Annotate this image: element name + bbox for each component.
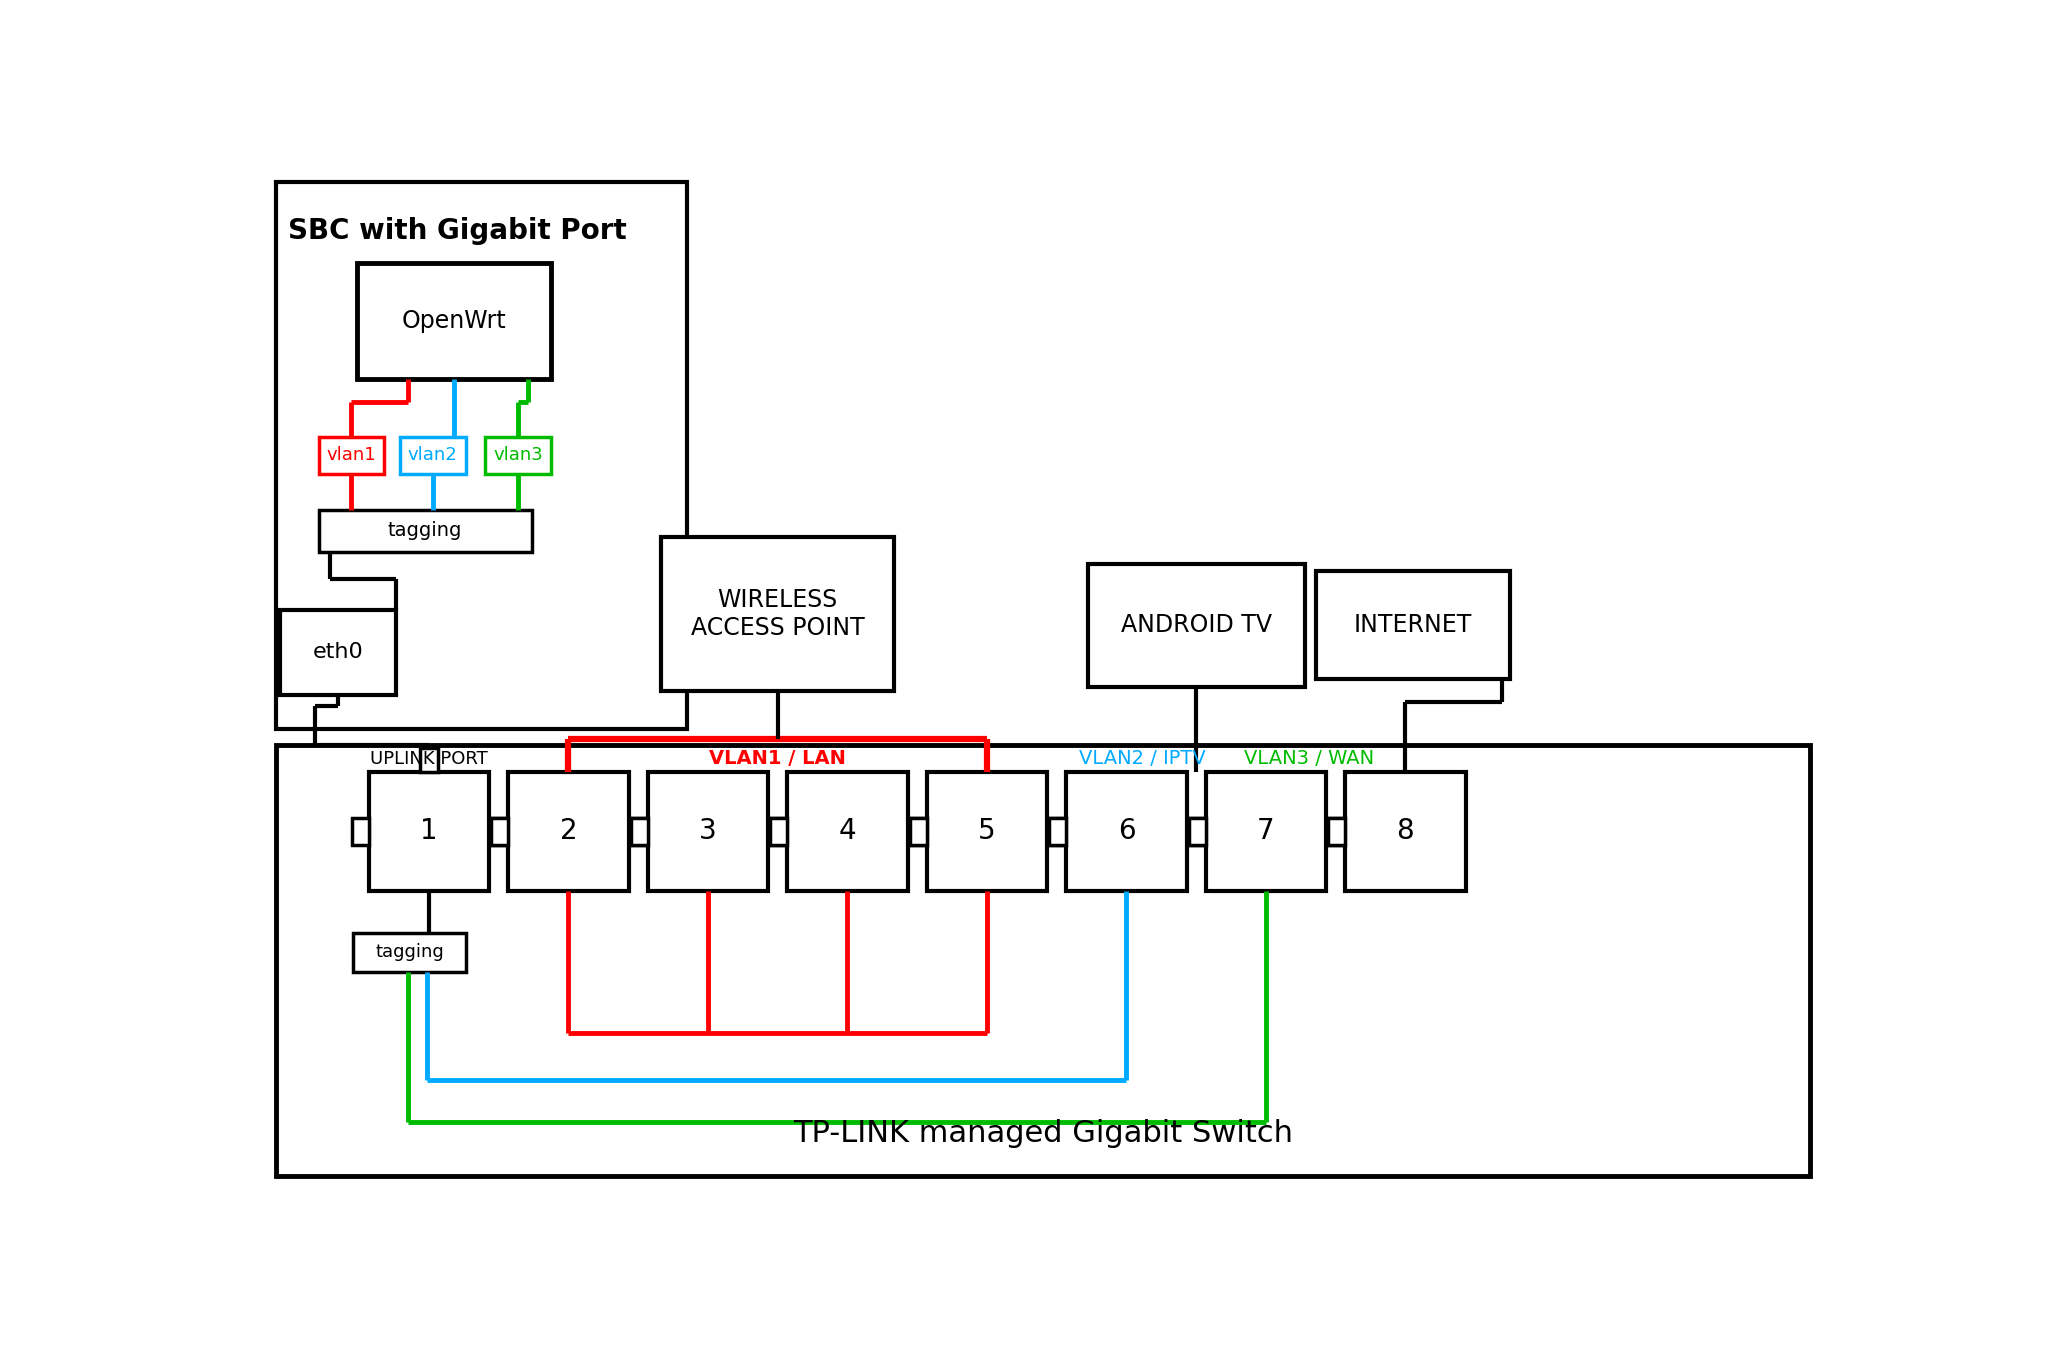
Bar [767, 817, 786, 845]
Text: 5: 5 [979, 817, 995, 845]
Text: 4: 4 [839, 817, 856, 845]
Bar [275, 182, 687, 729]
Text: vlan1: vlan1 [326, 446, 376, 464]
Bar [1315, 571, 1510, 679]
Text: ANDROID TV: ANDROID TV [1120, 613, 1272, 638]
Bar [490, 817, 509, 845]
Text: UPLINK PORT: UPLINK PORT [369, 749, 488, 767]
Text: tagging: tagging [376, 944, 443, 962]
Bar [909, 817, 928, 845]
Text: 7: 7 [1258, 817, 1274, 845]
Bar [1049, 817, 1067, 845]
Text: VLAN1 / LAN: VLAN1 / LAN [710, 748, 845, 767]
Text: INTERNET: INTERNET [1354, 613, 1473, 638]
Bar [1047, 817, 1065, 845]
Text: VLAN2 / IPTV: VLAN2 / IPTV [1079, 748, 1205, 767]
Bar [279, 609, 396, 695]
Bar [351, 817, 369, 845]
Bar [357, 264, 552, 379]
Bar [1067, 771, 1186, 891]
Bar [1088, 563, 1305, 687]
Text: VLAN3 / WAN: VLAN3 / WAN [1244, 748, 1373, 767]
Bar [1328, 817, 1346, 845]
Bar [369, 771, 488, 891]
Bar [1326, 817, 1344, 845]
Text: WIRELESS
ACCESS POINT: WIRELESS ACCESS POINT [692, 588, 864, 639]
Text: OpenWrt: OpenWrt [402, 309, 507, 333]
Text: 1: 1 [421, 817, 437, 845]
Text: 8: 8 [1397, 817, 1414, 845]
Bar [661, 537, 895, 691]
Bar [1346, 771, 1465, 891]
Bar [318, 437, 384, 473]
Text: vlan3: vlan3 [492, 446, 544, 464]
Bar [907, 817, 925, 845]
Bar [788, 771, 907, 891]
Bar [928, 771, 1047, 891]
Bar [1188, 817, 1207, 845]
Bar [1207, 771, 1326, 891]
Bar [628, 817, 646, 845]
Text: 6: 6 [1118, 817, 1135, 845]
Text: 3: 3 [700, 817, 716, 845]
Bar [1186, 817, 1205, 845]
Bar [400, 437, 466, 473]
Text: TP-LINK managed Gigabit Switch: TP-LINK managed Gigabit Switch [794, 1119, 1293, 1148]
Bar [421, 748, 439, 771]
Bar [630, 817, 648, 845]
Text: tagging: tagging [388, 521, 462, 540]
Bar [275, 744, 1810, 1176]
Text: eth0: eth0 [312, 642, 363, 662]
Bar [318, 510, 531, 552]
Text: SBC with Gigabit Port: SBC with Gigabit Port [287, 218, 626, 245]
Text: 2: 2 [560, 817, 577, 845]
Bar [648, 771, 767, 891]
Bar [488, 817, 507, 845]
Text: vlan2: vlan2 [408, 446, 458, 464]
Bar [770, 817, 788, 845]
Bar [353, 933, 466, 971]
Bar [484, 437, 552, 473]
Bar [509, 771, 628, 891]
